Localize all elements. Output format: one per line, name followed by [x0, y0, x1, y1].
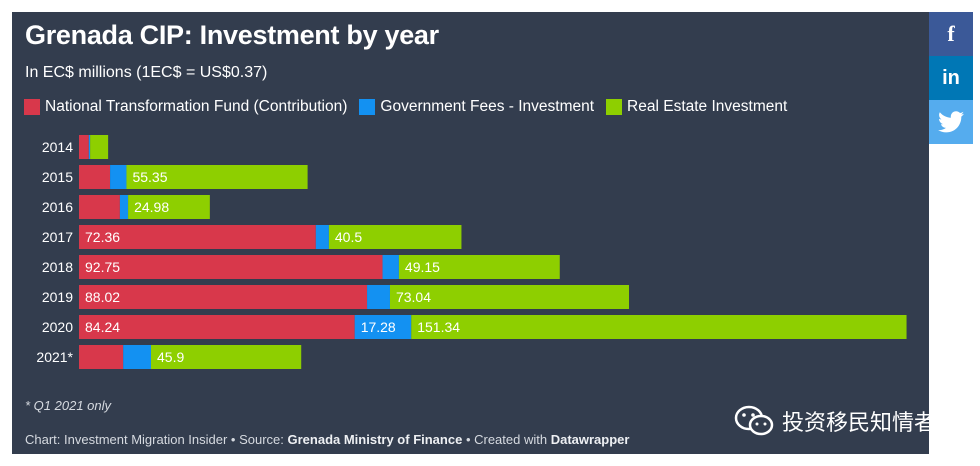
- category-label: 2014: [42, 139, 73, 155]
- data-label: 72.36: [85, 229, 120, 245]
- credit-line: Chart: Investment Migration Insider • So…: [25, 432, 629, 447]
- footnote: * Q1 2021 only: [25, 398, 112, 413]
- credit-source: Grenada Ministry of Finance: [287, 432, 463, 447]
- chart-subtitle: In EC$ millions (1EC$ = US$0.37): [25, 64, 268, 81]
- legend-label-ntf: National Transformation Fund (Contributi…: [45, 98, 348, 115]
- data-label: 24.98: [134, 199, 169, 215]
- legend-label-gov-fees: Government Fees - Investment: [380, 98, 595, 115]
- share-bar: f in: [929, 12, 973, 144]
- facebook-icon: f: [947, 21, 955, 46]
- bar-segment-s0-2016: [79, 195, 120, 219]
- data-label: 92.75: [85, 259, 120, 275]
- bar-segment-s0-2020: [79, 315, 355, 339]
- twitter-icon: [938, 111, 964, 133]
- bar-segment-s0-2019: [79, 285, 368, 309]
- bar-segment-s0-2014: [79, 135, 89, 159]
- bar-segment-s2-2021*: [151, 345, 302, 369]
- bar-segment-s0-2017: [79, 225, 316, 249]
- data-label: 40.5: [335, 229, 362, 245]
- category-label: 2016: [42, 199, 73, 215]
- linkedin-share-button[interactable]: in: [929, 56, 973, 100]
- bar-segment-s1-2015: [110, 165, 127, 189]
- bar-segment-s1-2019: [367, 285, 390, 309]
- bar-segment-s1-2014: [88, 135, 91, 159]
- wechat-watermark: 投资移民知情者: [734, 405, 936, 437]
- bar-segment-s2-2017: [328, 225, 462, 249]
- legend: National Transformation Fund (Contributi…: [24, 98, 799, 116]
- legend-item-gov-fees: Government Fees - Investment: [359, 98, 594, 116]
- bar-chart: 2014 2015 55.35 2016 24.98 2017 72.36 40.5 2018 9…: [36, 135, 907, 369]
- twitter-share-button[interactable]: [929, 100, 973, 144]
- wechat-icon: [734, 405, 774, 436]
- category-label: 2021*: [36, 349, 73, 365]
- bar-segment-s1-2016: [119, 195, 129, 219]
- bar-segment-s0-2018: [79, 255, 383, 279]
- bar-segment-s1-2018: [382, 255, 399, 279]
- data-label: 88.02: [85, 289, 120, 305]
- bar-segment-s2-2020: [411, 315, 907, 339]
- category-label: 2019: [42, 289, 73, 305]
- category-label: 2018: [42, 259, 73, 275]
- bar-segment-s2-2016: [128, 195, 210, 219]
- category-label: 2020: [42, 319, 73, 335]
- legend-swatch-gov-fees: [359, 99, 376, 115]
- bar-segment-s2-2019: [389, 285, 630, 309]
- data-label: 73.04: [396, 289, 431, 305]
- category-label: 2015: [42, 169, 73, 185]
- data-label: 49.15: [405, 259, 440, 275]
- bar-segment-s2-2014: [90, 135, 109, 159]
- credit-prefix: Chart: Investment Migration Insider • So…: [25, 432, 288, 447]
- bar-segment-s0-2021*: [79, 345, 124, 369]
- chart-title: Grenada CIP: Investment by year: [25, 20, 439, 50]
- category-label: 2017: [42, 229, 73, 245]
- credit-middle: • Created with: [462, 432, 551, 447]
- bar-segment-s0-2015: [79, 165, 111, 189]
- facebook-share-button[interactable]: f: [929, 12, 973, 56]
- bar-segment-s1-2021*: [123, 345, 151, 369]
- legend-swatch-ntf: [24, 99, 40, 115]
- legend-item-ntf: National Transformation Fund (Contributi…: [24, 98, 347, 116]
- data-label: 84.24: [85, 319, 120, 335]
- bar-segment-s2-2015: [126, 165, 308, 189]
- legend-item-real-estate: Real Estate Investment: [606, 98, 787, 116]
- data-label: 55.35: [132, 169, 167, 185]
- bar-segment-s1-2017: [315, 225, 329, 249]
- chart-card: Grenada CIP: Investment by year In EC$ m…: [12, 12, 936, 454]
- data-label: 45.9: [157, 349, 184, 365]
- data-label: 151.34: [417, 319, 460, 335]
- legend-swatch-real-estate: [606, 99, 623, 115]
- legend-label-real-estate: Real Estate Investment: [627, 98, 788, 115]
- watermark-text: 投资移民知情者: [782, 410, 937, 435]
- bar-segment-s2-2018: [398, 255, 560, 279]
- bar-segment-s1-2020: [354, 315, 412, 339]
- data-label: 17.28: [361, 319, 396, 335]
- credit-tool: Datawrapper: [550, 432, 630, 447]
- linkedin-icon: in: [942, 66, 960, 89]
